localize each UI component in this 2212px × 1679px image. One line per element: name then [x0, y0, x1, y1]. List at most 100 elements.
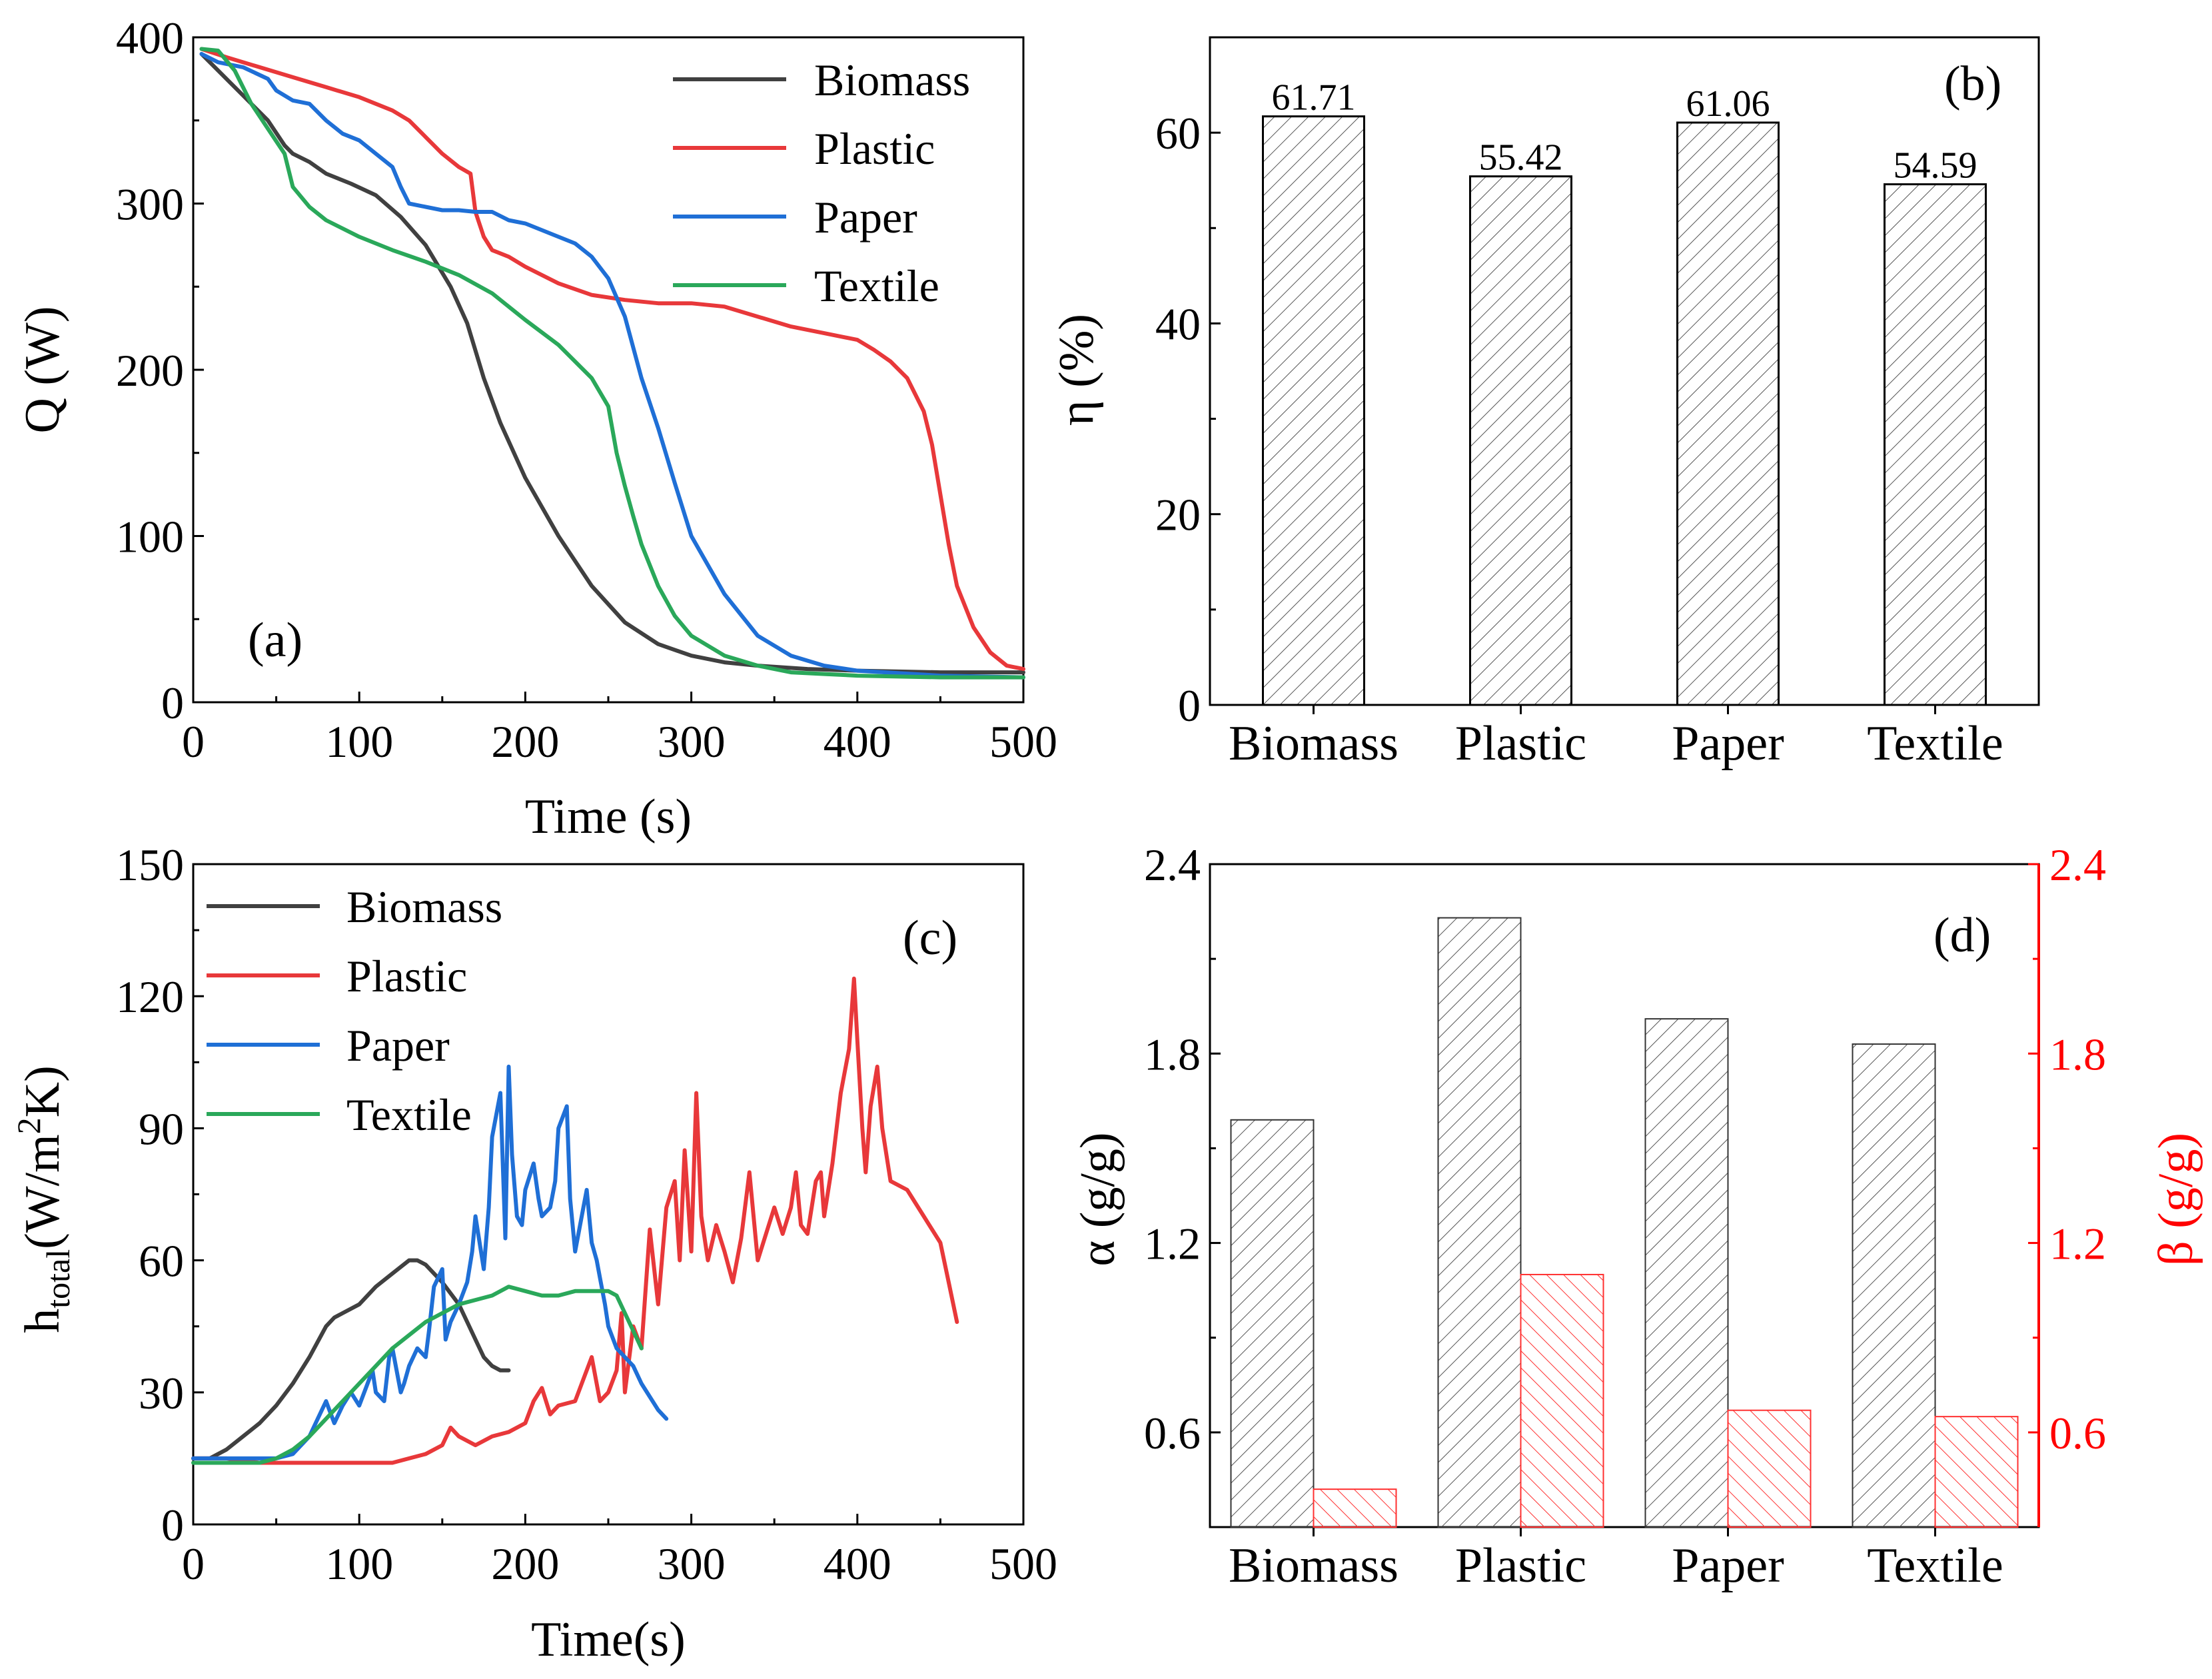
legend-c-textile: Textile — [346, 1089, 472, 1140]
d-category-label: Biomass — [1229, 1538, 1398, 1593]
c-xtick-label: 400 — [824, 1538, 891, 1589]
d-bar-alpha-paper — [1644, 1018, 1729, 1528]
legend-c-paper: Paper — [346, 1020, 450, 1071]
a-ytick-label: 400 — [116, 13, 184, 63]
c-ytick-label: 60 — [139, 1236, 184, 1287]
panel-c-label: (c) — [903, 911, 957, 965]
a-xtick-label: 300 — [658, 716, 726, 767]
c-xtick-label: 500 — [989, 1538, 1057, 1589]
d-bar-beta-plastic — [1520, 1273, 1604, 1528]
legend-a-biomass: Biomass — [814, 55, 970, 105]
c-xtick-label: 0 — [182, 1538, 205, 1589]
legend-c-plastic: Plastic — [346, 951, 467, 1001]
a-ytick-label: 0 — [161, 678, 184, 728]
panel-b-label: (b) — [1944, 57, 2001, 111]
d-ytick-label-left: 2.4 — [1144, 840, 1201, 890]
b-ytick-label: 40 — [1155, 298, 1201, 349]
b-category-label: Textile — [1867, 716, 2003, 771]
d-category-label: Paper — [1672, 1538, 1784, 1593]
a-xtick-label: 200 — [491, 716, 559, 767]
d-bar-beta-textile — [1934, 1416, 2019, 1528]
d-ytick-label-right: 1.8 — [2049, 1029, 2106, 1079]
c-series-paper — [191, 1064, 669, 1460]
panel-d-y-label-right: β (g/g) — [2149, 1133, 2203, 1266]
panel-b-tick-labels: 0 20 40 60 Biomass Plastic Paper Textile — [1155, 108, 2003, 771]
panel-b-y-label: η (%) — [1049, 314, 1104, 426]
b-bar-value-label: 61.71 — [1272, 77, 1356, 119]
panel-c-legend: Biomass Plastic Paper Textile — [207, 881, 502, 1140]
b-category-label: Plastic — [1455, 716, 1586, 771]
panel-c-tick-labels: 0 100 200 300 400 500 0 30 60 90 120 150 — [116, 840, 1057, 1589]
legend-a-paper: Paper — [814, 192, 917, 243]
a-series-textile — [199, 47, 1025, 680]
panel-c-y-label-end: K) — [15, 1065, 70, 1117]
a-series-paper — [199, 52, 1025, 680]
legend-a-textile: Textile — [814, 261, 939, 311]
b-bar-paper — [1676, 121, 1780, 706]
a-series-biomass — [199, 52, 1025, 675]
legend-c-biomass: Biomass — [346, 881, 502, 932]
d-bar-beta-paper — [1727, 1409, 1812, 1528]
a-xtick-label: 500 — [989, 716, 1057, 767]
panel-c-x-label: Time(s) — [531, 1612, 686, 1667]
d-ytick-label-right: 2.4 — [2049, 840, 2106, 890]
panel-d-tick-labels: 0.6 0.6 1.2 1.2 1.8 1.8 2.4 2.4 Biomass Plastic Pa… — [1144, 840, 2106, 1593]
b-bar-value-label: 55.42 — [1479, 137, 1563, 179]
c-series-textile — [191, 1285, 644, 1465]
b-category-label: Biomass — [1229, 716, 1398, 771]
panel-d-ticks — [1210, 863, 2039, 1536]
panel-c-y-label: htotal(W/m2K) — [10, 1065, 77, 1333]
a-xtick-label: 100 — [325, 716, 393, 767]
d-ytick-label-left: 1.8 — [1144, 1029, 1201, 1079]
a-ytick-label: 200 — [116, 345, 184, 396]
panel-a-tick-labels: 0 100 200 300 400 500 0 100 200 300 400 — [116, 13, 1057, 767]
d-category-label: Textile — [1867, 1538, 2003, 1593]
c-xtick-label: 100 — [325, 1538, 393, 1589]
panel-a: 0 100 200 300 400 500 0 100 200 300 400 Time (s) Q… — [15, 13, 1057, 844]
c-series-biomass — [191, 1258, 511, 1460]
c-series-plastic — [191, 976, 959, 1465]
panel-c-series — [191, 976, 959, 1465]
c-ytick-label: 120 — [116, 971, 184, 1022]
panel-d-label: (d) — [1934, 908, 1991, 963]
a-ytick-label: 300 — [116, 179, 184, 230]
c-ytick-label: 30 — [139, 1368, 184, 1418]
panel-a-label: (a) — [248, 613, 302, 668]
a-xtick-label: 0 — [182, 716, 205, 767]
a-xtick-label: 400 — [824, 716, 891, 767]
b-category-label: Paper — [1672, 716, 1784, 771]
d-ytick-label-right: 0.6 — [2049, 1408, 2106, 1458]
panel-a-x-label: Time (s) — [525, 790, 692, 844]
b-bar-biomass — [1262, 115, 1365, 706]
d-ytick-label-left: 0.6 — [1144, 1408, 1201, 1458]
d-bar-alpha-textile — [1852, 1043, 1936, 1528]
a-series-plastic — [199, 47, 1025, 672]
c-xtick-label: 300 — [658, 1538, 726, 1589]
a-ytick-label: 100 — [116, 512, 184, 562]
panel-c: 0 100 200 300 400 500 0 30 60 90 120 150 Time(s) ht… — [10, 840, 1057, 1667]
panel-c-y-label-sup: 2 — [10, 1117, 47, 1134]
legend-a-plastic: Plastic — [814, 123, 935, 174]
b-bar-textile — [1884, 183, 1987, 706]
panel-c-y-label-sub: total — [39, 1249, 77, 1309]
panel-d-y-label-left: α (g/g) — [1071, 1132, 1125, 1266]
d-bar-beta-biomass — [1313, 1488, 1397, 1528]
panel-b: 0 20 40 60 Biomass Plastic Paper Textile 61.71 5… — [1049, 36, 2040, 771]
panel-c-ticks — [192, 863, 1025, 1526]
d-ytick-label-right: 1.2 — [2049, 1219, 2106, 1269]
panel-b-ticks — [1210, 131, 1936, 714]
d-category-label: Plastic — [1455, 1538, 1586, 1593]
b-ytick-label: 60 — [1155, 108, 1201, 159]
panel-d-bars — [1230, 917, 2019, 1528]
panel-d: 0.6 0.6 1.2 1.2 1.8 1.8 2.4 2.4 Biomass Plastic Pa… — [1071, 840, 2203, 1593]
c-ytick-label: 150 — [116, 840, 184, 890]
d-bar-alpha-plastic — [1437, 917, 1522, 1528]
panel-a-legend: Biomass Plastic Paper Textile — [673, 55, 970, 311]
panel-a-ticks — [192, 36, 1025, 704]
panel-c-y-label-h: h — [15, 1309, 70, 1333]
c-ytick-label: 0 — [161, 1500, 184, 1550]
c-xtick-label: 200 — [491, 1538, 559, 1589]
panel-b-frame — [1209, 36, 2040, 706]
panel-a-y-label: Q (W) — [15, 306, 70, 433]
b-ytick-label: 0 — [1178, 680, 1201, 731]
